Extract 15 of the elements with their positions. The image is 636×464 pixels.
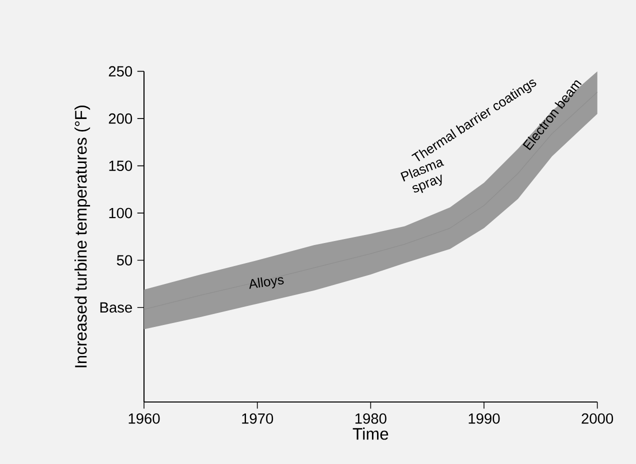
y-tick-label: 150	[109, 160, 132, 171]
x-tick-label: 1960	[128, 413, 160, 424]
x-tick-label: 1990	[468, 413, 500, 424]
x-tick-label: 1980	[355, 413, 386, 424]
x-tick-label: 1970	[242, 413, 274, 424]
x-axis-title: Time	[352, 428, 388, 440]
x-tick-label: 2000	[582, 413, 614, 424]
annotation: Plasma spray	[400, 160, 444, 193]
y-tick-label: Base	[100, 302, 132, 313]
y-axis-title: Increased turbine temperatures (°F)	[74, 106, 90, 368]
y-tick-label: 250	[108, 66, 132, 77]
y-tick-label: 200	[108, 113, 132, 124]
y-tick-label: 50	[116, 255, 132, 266]
y-tick-label: 100	[109, 208, 132, 218]
annotation: Alloys	[249, 277, 284, 289]
